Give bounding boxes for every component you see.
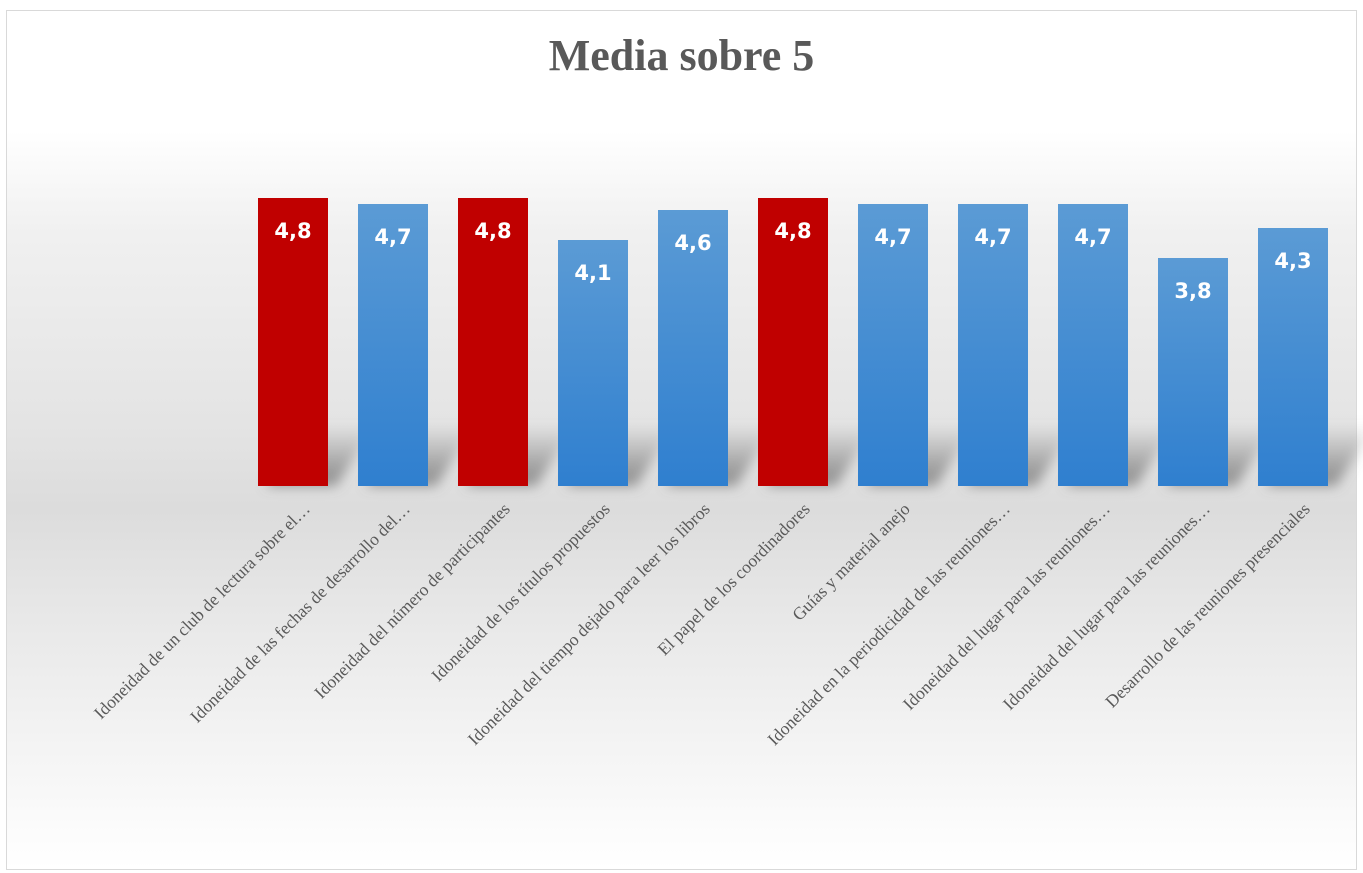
data-label: 4,8	[774, 219, 811, 243]
category-label: Idoneidad de un club de lectura sobre el…	[90, 499, 314, 723]
category-label: Desarrollo de las reuniones presenciales	[1101, 499, 1314, 712]
bar	[458, 198, 528, 486]
bar	[1158, 258, 1228, 486]
data-label: 4,7	[1074, 225, 1111, 249]
bar	[758, 198, 828, 486]
data-label: 4,8	[274, 219, 311, 243]
data-label: 4,8	[474, 219, 511, 243]
bar	[1058, 204, 1128, 486]
category-label: Idoneidad de las fechas de desarrollo de…	[186, 499, 414, 727]
data-label: 4,7	[374, 225, 411, 249]
category-label: Idoneidad de los títulos propuestos	[427, 499, 614, 686]
data-label: 4,3	[1274, 249, 1311, 273]
category-label: Idoneidad del lugar para las reuniones…	[999, 499, 1214, 714]
data-label: 4,7	[874, 225, 911, 249]
bar	[258, 198, 328, 486]
data-label: 4,7	[974, 225, 1011, 249]
data-label: 3,8	[1174, 279, 1211, 303]
data-label: 4,1	[574, 261, 611, 285]
bar	[358, 204, 428, 486]
bar	[858, 204, 928, 486]
category-label: Idoneidad del número de participantes	[310, 499, 514, 703]
data-label: 4,6	[674, 231, 711, 255]
bar	[558, 240, 628, 486]
bar	[658, 210, 728, 486]
bar	[958, 204, 1028, 486]
bar	[1258, 228, 1328, 486]
category-label: Idoneidad del lugar para las reuniones…	[899, 499, 1114, 714]
chart-title: Media sobre 5	[548, 31, 815, 80]
